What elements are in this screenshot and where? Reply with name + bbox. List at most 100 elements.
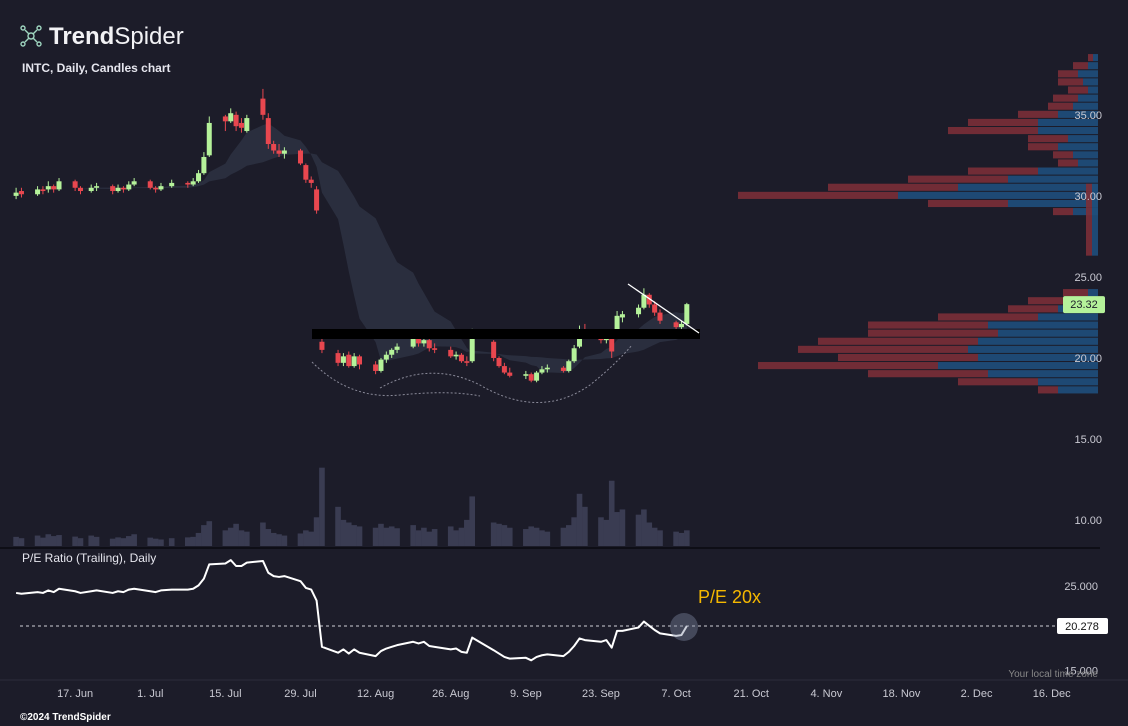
candle-body [560,367,566,371]
volume-bar [447,526,454,546]
candle-body [35,189,41,195]
volume-bar [276,534,282,546]
profile-down [738,191,898,199]
pe-title: P/E Ratio (Trailing), Daily [22,551,156,565]
volume-bar [426,531,433,546]
candle-body [566,361,572,371]
candle-body [469,330,475,362]
candle-body [77,187,83,192]
volume-bar [185,537,191,546]
volume-bar [168,538,175,546]
profile-down [1008,305,1058,313]
x-tick-label: 21. Oct [733,688,768,700]
volume-bar [458,527,465,546]
profile-up [1038,118,1098,126]
volume-bar [303,530,309,546]
profile-down [1048,102,1073,110]
last-price-tag [1063,296,1105,314]
volume-bar [501,525,508,546]
candle-body [491,341,497,358]
candle-body [496,357,502,367]
volume-bar [619,509,626,546]
profile-up [988,321,1098,329]
candle-body [614,315,620,334]
y-tick-label: 35.00 [1074,110,1102,122]
volume-bar [13,536,19,546]
volume-bar [421,527,427,546]
logo-icon [20,25,42,47]
x-tick-label: 12. Aug [357,688,394,700]
highlight [670,613,698,641]
candle-body [88,187,94,192]
candle-body [453,354,459,357]
volume-bar [313,517,320,546]
candle-body [544,367,550,370]
profile-down [1068,86,1088,94]
profile-up [1038,313,1098,321]
candle-body [244,118,250,132]
x-tick-label: 9. Sep [510,688,542,700]
candle-body [131,181,137,185]
candle-body [394,346,400,350]
x-tick-label: 16. Dec [1033,688,1071,700]
candle-body [228,113,234,122]
volume-bar [684,530,690,546]
profile-down [798,345,968,353]
value-tag [1057,617,1108,634]
x-tick-label: 1. Jul [137,688,163,700]
y-tick-label: 15.000 [1064,665,1098,677]
volume-bar [383,527,390,546]
profile-up [1078,70,1098,78]
profile-up [1078,159,1098,167]
logo-text: TrendSpider [49,23,184,50]
volume-bar [56,535,62,546]
profile-down [1053,208,1073,216]
volume-bar [40,537,46,546]
candle-body [126,184,132,190]
ma-cloud [16,123,687,373]
candle-body [110,186,116,192]
candle-body [94,186,100,188]
volume-bar [533,527,540,546]
candle-body [147,181,153,188]
profile-down [1086,183,1092,256]
volume-bar [109,538,116,546]
candle-body [416,338,422,344]
profile-up [1092,183,1098,256]
profile-down [908,175,1008,183]
volume-bar [50,536,57,546]
candle-body [652,304,658,313]
candle-body [373,364,379,371]
profile-down [758,362,938,370]
candle-body [507,372,513,376]
volume-bar [131,534,137,546]
profile-down [1058,70,1078,78]
candle-body [448,349,454,357]
profile-up [1073,208,1098,216]
profile-up [1078,94,1098,102]
candle-body [314,189,320,211]
volume-bar [340,519,347,546]
profile-up [898,191,1098,199]
volume-bar [270,532,277,546]
candle-body [201,156,207,174]
volume-bar [335,506,341,546]
candle-body [206,122,212,156]
volume-bar [158,539,164,546]
volume-bar [72,536,78,546]
last-price-label: 23.32 [1070,299,1098,311]
profile-down [1028,143,1058,151]
candle-body [636,307,642,315]
profile-up [1073,102,1098,110]
trend-line [627,283,700,334]
volume-bar [651,527,658,546]
volume-bar [415,530,422,546]
volume-bar [190,536,196,546]
volume-bar [152,538,159,546]
volume-bar [464,519,470,546]
profile-down [1028,297,1068,305]
volume-bar [45,534,52,546]
volume-bar [388,526,395,546]
profile-down [1058,159,1078,167]
